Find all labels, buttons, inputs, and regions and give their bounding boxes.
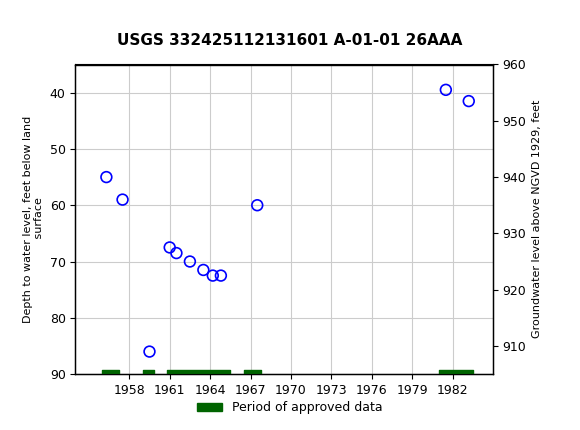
Point [172,250,181,257]
Point [102,174,111,181]
Point [118,196,127,203]
Point [464,98,473,104]
Point [165,244,175,251]
Point [185,258,194,265]
Point [253,202,262,209]
Y-axis label: Groundwater level above NGVD 1929, feet: Groundwater level above NGVD 1929, feet [532,100,542,338]
Text: USGS 332425112131601 A-01-01 26AAA: USGS 332425112131601 A-01-01 26AAA [117,34,463,48]
Point [208,272,218,279]
Y-axis label: Depth to water level, feet below land
 surface: Depth to water level, feet below land su… [23,116,44,323]
Point [216,272,226,279]
Point [441,86,451,93]
Legend: Period of approved data: Period of approved data [192,396,388,419]
Point [199,267,208,273]
Point [145,348,154,355]
Text: ≡USGS: ≡USGS [23,16,90,36]
